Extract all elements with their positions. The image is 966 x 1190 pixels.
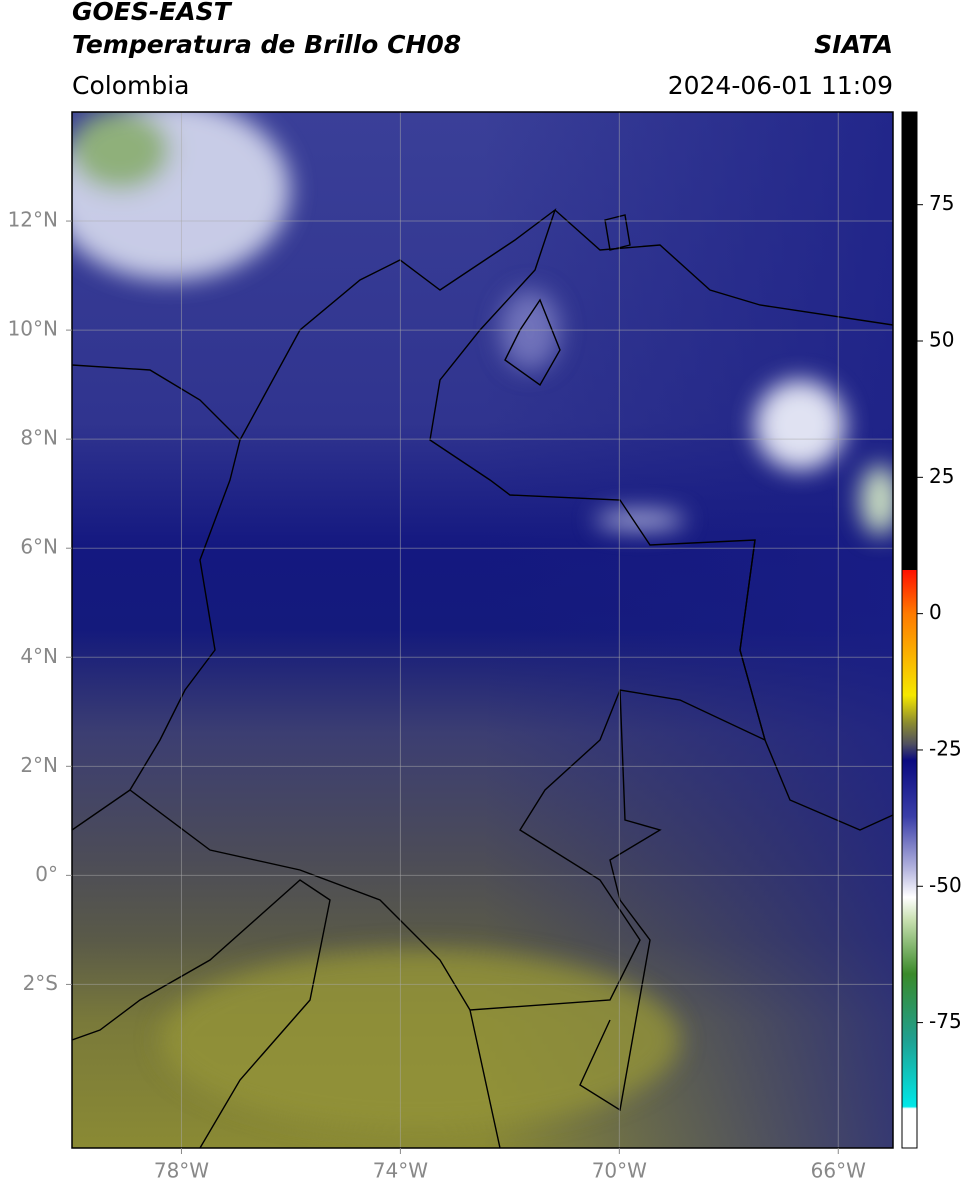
lake	[504, 214, 631, 387]
colorbar-tick-label: 75	[929, 191, 954, 215]
y-tick-label: 2°N	[20, 753, 58, 777]
x-tick-label: 70°W	[592, 1159, 647, 1183]
y-tick-label: 6°N	[20, 535, 58, 559]
panama	[72, 364, 241, 441]
x-tick-label: 66°W	[811, 1159, 866, 1183]
brazil-border	[579, 689, 662, 1112]
subtitle: Temperatura de Brillo CH08	[72, 30, 461, 59]
y-tick-label: 0°	[35, 862, 58, 886]
colorbar-tick-label: -50	[929, 873, 962, 897]
source: SIATA	[814, 30, 893, 59]
y-tick-label: 4°N	[20, 644, 58, 668]
y-tick-label: 10°N	[8, 317, 58, 341]
datetime: 2024-06-01 11:09	[668, 71, 893, 100]
satellite-image	[72, 112, 893, 1148]
colorbar-tick-label: -75	[929, 1009, 962, 1033]
map-frame	[71, 111, 894, 1149]
x-tick-label: 74°W	[373, 1159, 428, 1183]
colorbar-tick-label: 50	[929, 328, 954, 352]
venezuela-border	[739, 539, 893, 831]
colorbar-tick-label: 0	[929, 600, 942, 624]
colorbar-tick-label: -25	[929, 736, 962, 760]
venezuela-coast	[554, 209, 893, 326]
y-tick-label: 12°N	[8, 208, 58, 232]
y-tick-label: 8°N	[20, 426, 58, 450]
title: GOES-EAST	[72, 0, 233, 26]
colorbar-tick-label: 25	[929, 464, 954, 488]
colorbar	[901, 111, 918, 1149]
ecuador-peru-border	[72, 789, 501, 1148]
region: Colombia	[72, 71, 189, 100]
x-tick-label: 78°W	[154, 1159, 209, 1183]
colombia-border	[129, 208, 767, 1011]
y-tick-label: 2°S	[23, 971, 58, 995]
